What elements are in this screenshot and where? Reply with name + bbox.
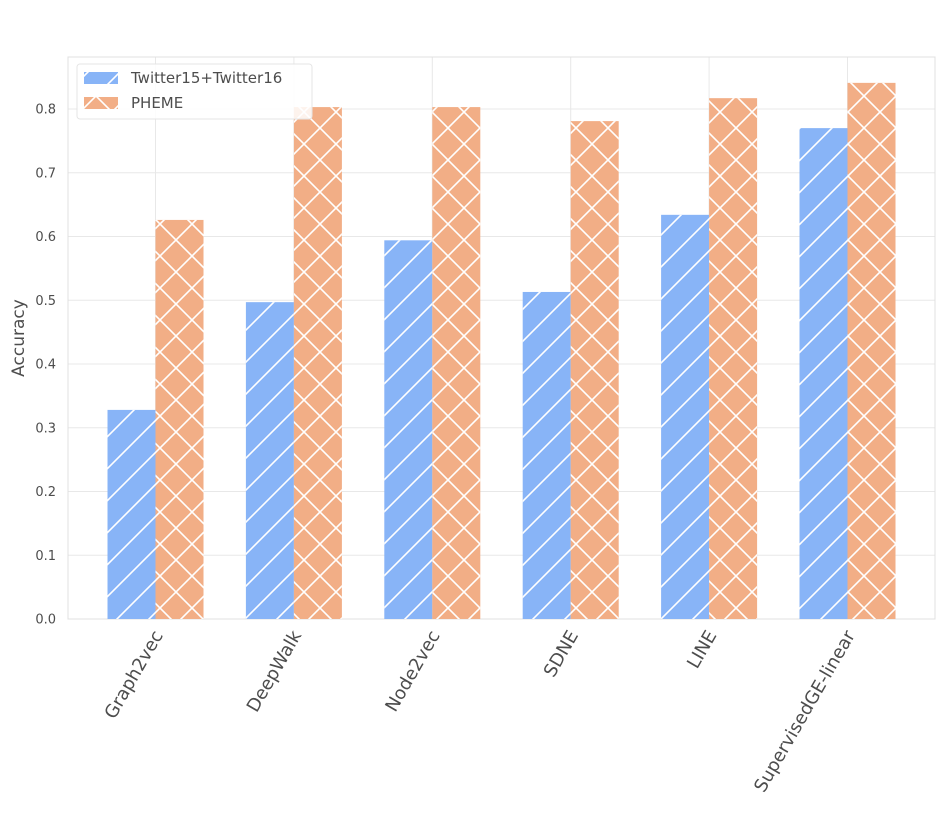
y-tick-label: 0.3	[35, 421, 56, 436]
bar-hatch	[522, 291, 571, 619]
bar-hatch	[155, 219, 204, 620]
legend: Twitter15+Twitter16 PHEME	[76, 63, 313, 120]
x-ticks: Graph2vec DeepWalk Node2vec SDNE LINE Supervi…	[100, 626, 860, 795]
bar-hatch	[293, 107, 342, 620]
x-tick-label: DeepWalk	[243, 627, 307, 716]
bar-hatch	[384, 240, 433, 619]
y-tick-label: 0.4	[35, 358, 56, 373]
legend-label: Twitter15+Twitter16	[130, 69, 282, 87]
y-tick-label: 0.0	[35, 613, 56, 628]
bar-hatch	[432, 107, 481, 620]
y-tick-label: 0.2	[35, 485, 56, 500]
bar-hatch	[570, 121, 619, 620]
bar-hatch	[107, 409, 156, 619]
bar-hatch	[799, 128, 848, 619]
bar-hatch	[245, 302, 294, 619]
x-tick-label: SupervisedGE-linear	[750, 626, 860, 795]
y-axis-label: Accuracy	[9, 299, 29, 377]
y-tick-label: 0.6	[35, 230, 56, 245]
bar-hatch	[847, 82, 896, 620]
y-tick-label: 0.8	[35, 103, 56, 118]
x-tick-label: LINE	[683, 627, 721, 672]
x-tick-label: Node2vec	[381, 627, 444, 715]
legend-label: PHEME	[131, 94, 183, 112]
bar-hatch	[709, 98, 758, 620]
bars	[107, 82, 896, 620]
y-tick-label: 0.7	[35, 166, 56, 181]
y-tick-label: 0.5	[35, 294, 56, 309]
legend-swatch-hatch	[84, 72, 118, 84]
y-ticks: 0.0 0.1 0.2 0.3 0.4 0.5 0.6 0.7 0.8	[35, 103, 56, 628]
x-tick-label: Graph2vec	[100, 627, 167, 723]
bar-hatch	[661, 214, 710, 619]
plot-frame	[67, 56, 936, 620]
legend-swatch-hatch	[84, 97, 118, 109]
y-tick-label: 0.1	[35, 549, 56, 564]
x-tick-label: SDNE	[540, 627, 583, 681]
